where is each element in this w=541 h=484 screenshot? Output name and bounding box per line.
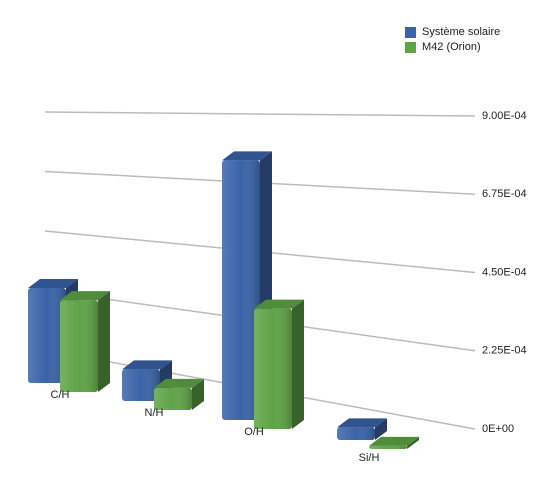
- bar-shade: [222, 160, 260, 421]
- bar-top: [154, 378, 204, 388]
- bar-side: [407, 436, 419, 449]
- y-tick-label: 2.25E-04: [482, 345, 527, 357]
- grid-line: [44, 111, 476, 117]
- bar-shade: [254, 308, 292, 429]
- bar-shade: [369, 445, 407, 449]
- bar-side: [98, 291, 110, 392]
- legend-swatch: [405, 42, 416, 53]
- bar-top: [122, 360, 172, 370]
- legend-label: M42 (Orion): [422, 41, 481, 53]
- bar-side: [375, 418, 387, 440]
- legend-label: Système solaire: [422, 26, 500, 38]
- bar-side: [192, 378, 204, 410]
- bar-shade: [337, 427, 375, 440]
- y-tick-label: 4.50E-04: [482, 266, 527, 278]
- bar-shade: [60, 300, 98, 392]
- bar-side: [292, 299, 304, 429]
- bar-top: [60, 291, 110, 301]
- bar-top: [28, 279, 78, 288]
- bar-top: [337, 418, 387, 428]
- bar-shade: [154, 387, 192, 410]
- y-tick-label: 6.75E-04: [482, 188, 527, 200]
- bar-shade: [122, 369, 160, 401]
- x-tick-label: Si/H: [359, 452, 380, 464]
- y-tick-label: 0E+00: [482, 423, 514, 435]
- x-tick-label: N/H: [145, 407, 164, 419]
- bar-top: [369, 436, 419, 446]
- x-tick-label: C/H: [51, 389, 70, 401]
- y-tick-label: 9.00E-04: [482, 110, 527, 122]
- x-tick-label: O/H: [244, 426, 264, 438]
- legend-swatch: [405, 27, 416, 38]
- bar-top: [254, 299, 304, 309]
- bar-top: [222, 151, 272, 161]
- bar-shade: [28, 288, 66, 383]
